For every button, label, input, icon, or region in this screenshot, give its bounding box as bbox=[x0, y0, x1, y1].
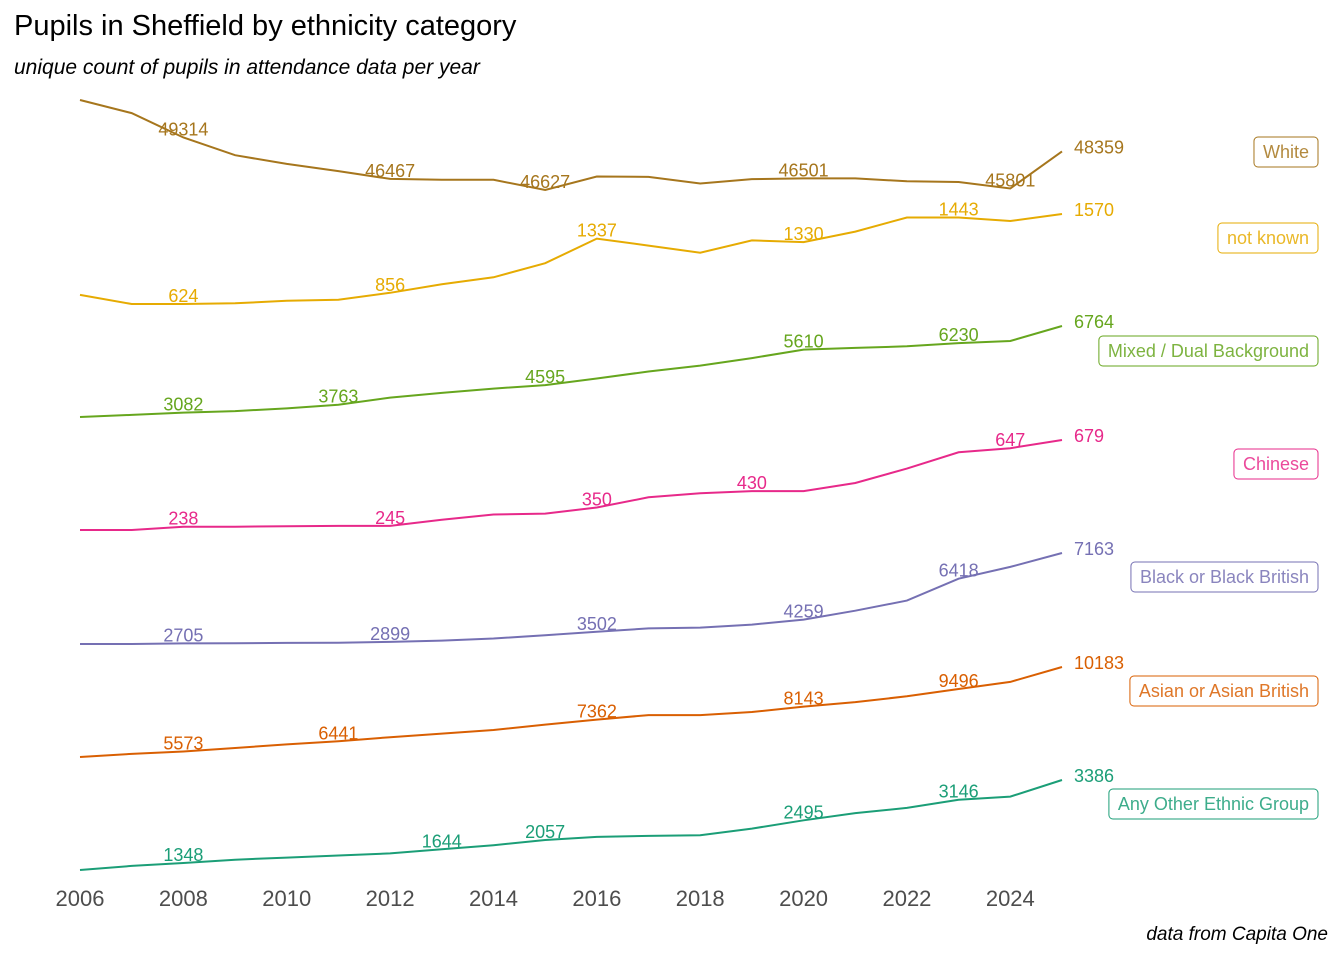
chart-subtitle: unique count of pupils in attendance dat… bbox=[14, 56, 480, 79]
data-label: 4259 bbox=[784, 602, 824, 622]
data-label: 49314 bbox=[158, 120, 208, 140]
data-label: 7163 bbox=[1074, 539, 1114, 559]
data-label: 5610 bbox=[784, 332, 824, 352]
data-label: 3502 bbox=[577, 614, 617, 634]
series-label-box bbox=[1129, 675, 1319, 707]
data-label: 679 bbox=[1074, 426, 1104, 446]
series-line bbox=[79, 779, 1063, 871]
data-label: 2495 bbox=[784, 802, 824, 822]
series-line bbox=[80, 439, 1063, 531]
data-label: 856 bbox=[375, 275, 405, 295]
data-label: 6230 bbox=[939, 325, 979, 345]
data-label: 7362 bbox=[577, 702, 617, 722]
data-label: 624 bbox=[168, 286, 198, 306]
x-tick-label: 2022 bbox=[882, 886, 931, 911]
data-label: 1337 bbox=[577, 221, 617, 241]
data-label: 3763 bbox=[318, 387, 358, 407]
data-label: 245 bbox=[375, 508, 405, 528]
series-label-box bbox=[1253, 136, 1319, 168]
series-0: 49314 46467 46627 46501 45801 48359 White bbox=[79, 99, 1319, 192]
series-label-box bbox=[1233, 448, 1319, 480]
data-label: 1570 bbox=[1074, 200, 1114, 220]
series-line bbox=[79, 325, 1063, 418]
data-label: 3386 bbox=[1074, 766, 1114, 786]
series-line bbox=[79, 666, 1063, 758]
series-label: Asian or Asian British bbox=[1139, 681, 1309, 701]
data-label: 647 bbox=[995, 430, 1025, 450]
data-label: 46501 bbox=[779, 160, 829, 180]
data-label: 1644 bbox=[422, 831, 462, 851]
x-tick-label: 2024 bbox=[986, 886, 1035, 911]
series-label-box bbox=[1098, 335, 1319, 367]
series-3: 238 245 350 430 647 679 Chinese bbox=[80, 426, 1319, 531]
series-line bbox=[80, 552, 1063, 645]
data-label: 8143 bbox=[784, 689, 824, 709]
data-label: 2057 bbox=[525, 822, 565, 842]
x-tick-label: 2018 bbox=[676, 886, 725, 911]
data-label: 3146 bbox=[939, 782, 979, 802]
data-label: 2899 bbox=[370, 624, 410, 644]
series-label: White bbox=[1263, 142, 1309, 162]
data-label: 350 bbox=[582, 490, 612, 510]
series-label: Mixed / Dual Background bbox=[1108, 341, 1309, 361]
series-label: not known bbox=[1227, 228, 1309, 248]
series-label: Chinese bbox=[1243, 454, 1309, 474]
x-tick-label: 2008 bbox=[159, 886, 208, 911]
series-label-box bbox=[1130, 561, 1319, 593]
series-4: 2705 2899 3502 4259 6418 7163 Black or Black B… bbox=[80, 539, 1319, 645]
data-label: 430 bbox=[737, 473, 767, 493]
x-tick-label: 2010 bbox=[262, 886, 311, 911]
series-line bbox=[79, 213, 1063, 305]
data-label: 6418 bbox=[939, 561, 979, 581]
data-label: 45801 bbox=[985, 171, 1035, 191]
data-label: 5573 bbox=[163, 733, 203, 753]
series-2: 3082 3763 4595 5610 6230 6764 Mixed / Dual Bac… bbox=[79, 312, 1319, 418]
data-label: 6764 bbox=[1074, 312, 1114, 332]
x-tick-label: 2016 bbox=[572, 886, 621, 911]
data-label: 238 bbox=[168, 509, 198, 529]
data-label: 3082 bbox=[163, 395, 203, 415]
data-label: 2705 bbox=[163, 625, 203, 645]
series-label: Any Other Ethnic Group bbox=[1118, 794, 1309, 814]
x-tick-label: 2014 bbox=[469, 886, 518, 911]
data-label: 10183 bbox=[1074, 653, 1124, 673]
series-label-box bbox=[1108, 788, 1319, 820]
chart-title: Pupils in Sheffield by ethnicity categor… bbox=[14, 10, 517, 42]
data-label: 1443 bbox=[939, 200, 979, 220]
series-1: 624 856 1337 1330 1443 1570 not known bbox=[79, 200, 1319, 306]
data-label: 46467 bbox=[365, 161, 415, 181]
data-label: 1330 bbox=[784, 224, 824, 244]
chart-caption: data from Capita One bbox=[1146, 924, 1328, 945]
data-label: 4595 bbox=[525, 367, 565, 387]
series-5: 5573 6441 7362 8143 9496 10183 Asian or Asian … bbox=[79, 653, 1319, 758]
x-tick-label: 2012 bbox=[366, 886, 415, 911]
data-label: 46627 bbox=[520, 172, 570, 192]
series-label-box bbox=[1217, 222, 1319, 254]
x-tick-label: 2020 bbox=[779, 886, 828, 911]
series-line bbox=[79, 99, 1063, 192]
series-label: Black or Black British bbox=[1140, 567, 1309, 587]
x-tick-label: 2006 bbox=[56, 886, 105, 911]
data-label: 48359 bbox=[1074, 137, 1124, 157]
data-label: 9496 bbox=[939, 671, 979, 691]
data-label: 6441 bbox=[318, 723, 358, 743]
data-label: 1348 bbox=[163, 845, 203, 865]
